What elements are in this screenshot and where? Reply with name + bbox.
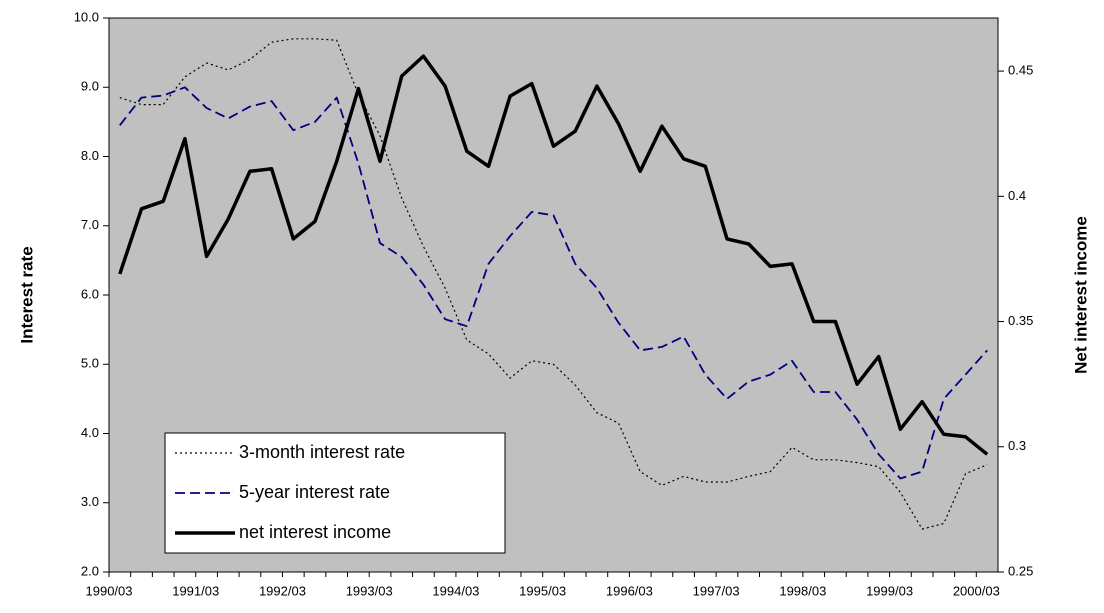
x-tick-label: 1995/03	[519, 583, 566, 598]
x-tick-label: 1997/03	[693, 583, 740, 598]
x-tick-label: 2000/03	[953, 583, 1000, 598]
x-tick-label: 1998/03	[779, 583, 826, 598]
y-tick-label: 10.0	[74, 9, 99, 24]
y2-tick-label: 0.45	[1008, 63, 1033, 78]
legend-label: net interest income	[239, 522, 391, 542]
series-line	[119, 86, 988, 480]
y-tick-label: 6.0	[81, 286, 99, 301]
y-tick-label: 8.0	[81, 148, 99, 163]
x-tick-label: 1991/03	[172, 583, 219, 598]
x-tick-label: 1992/03	[259, 583, 306, 598]
series-line	[119, 38, 988, 530]
x-tick-label: 1996/03	[606, 583, 653, 598]
y-tick-label: 7.0	[81, 217, 99, 232]
legend: 3-month interest rate 5-year interest rat…	[164, 432, 506, 554]
x-tick-label: 1994/03	[432, 583, 479, 598]
y-tick-label: 9.0	[81, 79, 99, 94]
series-line	[118, 54, 989, 456]
y-tick-label: 4.0	[81, 425, 99, 440]
x-tick-label: 1990/03	[86, 583, 133, 598]
y-axis-title: Interest rate	[17, 246, 36, 343]
x-tick-label: 1993/03	[346, 583, 393, 598]
y2-tick-label: 0.3	[1008, 438, 1026, 453]
legend-label: 5-year interest rate	[239, 482, 390, 502]
y2-tick-label: 0.35	[1008, 313, 1033, 328]
legend-label: 3-month interest rate	[239, 442, 405, 462]
y-tick-label: 2.0	[81, 563, 99, 578]
y2-axis-title: Net interest income	[1071, 216, 1090, 374]
y-tick-label: 5.0	[81, 356, 99, 371]
x-tick-label: 1999/03	[866, 583, 913, 598]
y-tick-label: 3.0	[81, 494, 99, 509]
y2-tick-label: 0.4	[1008, 188, 1026, 203]
y2-tick-label: 0.25	[1008, 563, 1033, 578]
